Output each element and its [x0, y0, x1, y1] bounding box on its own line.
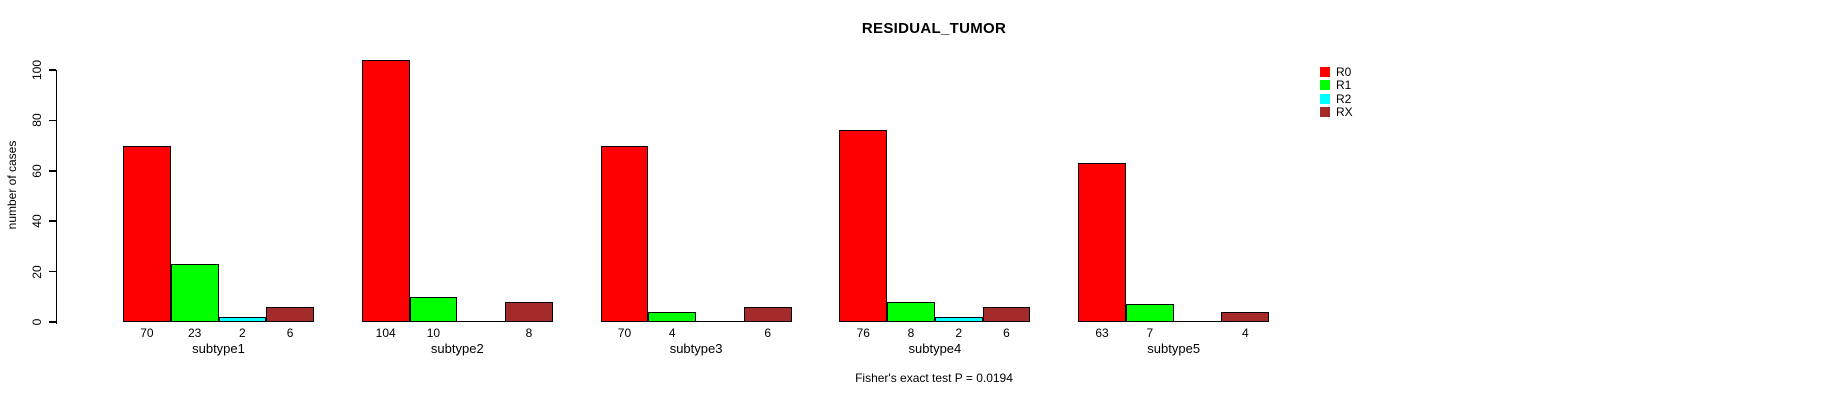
bar-value-label: 4 [1241, 326, 1249, 340]
bar-value-label: 8 [907, 326, 915, 340]
bar-rx-subtype5 [1221, 311, 1270, 322]
bar-r2-subtype1 [218, 316, 267, 322]
bar-zero-baseline [1173, 320, 1222, 322]
bar-r1-subtype4 [887, 301, 935, 322]
bar-value-label: 2 [955, 326, 963, 340]
legend-label-r1: R1 [1336, 78, 1352, 93]
y-axis-tick [48, 170, 56, 172]
y-axis-tick [48, 270, 56, 273]
legend-label-r2: R2 [1336, 91, 1352, 106]
legend-swatch-rx [1320, 106, 1330, 117]
x-category-label-subtype1: subtype1 [192, 341, 245, 356]
bar-value-label: 76 [856, 326, 870, 340]
bar-zero-baseline [457, 320, 506, 322]
bar-r0-subtype3 [600, 145, 649, 322]
bar-r0-subtype2 [361, 59, 410, 322]
x-category-label-subtype3: subtype3 [669, 341, 723, 356]
bar-zero-baseline [696, 320, 744, 322]
bar-value-label: 10 [426, 326, 441, 340]
bar-value-label: 6 [286, 326, 294, 340]
bar-value-label: 104 [375, 326, 396, 340]
bar-value-label: 63 [1095, 326, 1109, 340]
bar-rx-subtype3 [743, 306, 792, 322]
x-category-label-subtype5: subtype5 [1147, 341, 1201, 356]
bar-value-label: 4 [668, 326, 676, 340]
chart-title: RESIDUAL_TUMOR [861, 20, 1007, 37]
bar-rx-subtype4 [982, 306, 1031, 322]
bar-value-label: 70 [140, 326, 154, 340]
legend-swatch-r2 [1320, 93, 1330, 104]
bar-r0-subtype5 [1078, 163, 1126, 322]
x-category-label-subtype4: subtype4 [908, 341, 962, 356]
y-axis-tick [48, 321, 56, 323]
y-axis-tick [48, 220, 56, 222]
x-category-label-subtype2: subtype2 [430, 341, 484, 356]
bar-value-label: 23 [187, 326, 202, 340]
y-axis-tick [48, 119, 56, 122]
y-axis-tick [48, 69, 56, 71]
bar-value-label: 6 [1003, 326, 1010, 340]
bar-r2-subtype4 [934, 316, 983, 322]
fisher-test-annotation: Fisher's exact test P = 0.0194 [855, 371, 1013, 385]
bar-value-label: 2 [239, 326, 246, 340]
legend-swatch-r1 [1320, 80, 1330, 91]
bar-r1-subtype3 [648, 311, 697, 322]
legend-label-rx: RX [1336, 104, 1353, 119]
y-axis-line [55, 70, 57, 324]
bar-value-label: 70 [617, 326, 632, 340]
bar-r1-subtype2 [409, 296, 458, 322]
bar-r1-subtype5 [1125, 304, 1174, 322]
bar-r1-subtype1 [170, 264, 219, 322]
bar-value-label: 8 [525, 326, 533, 340]
bar-value-label: 7 [1146, 326, 1154, 340]
legend-swatch-r0 [1320, 67, 1330, 77]
legend-label-r0: R0 [1336, 65, 1352, 79]
bar-value-label: 6 [764, 326, 772, 340]
bar-rx-subtype2 [505, 301, 553, 322]
bar-rx-subtype1 [266, 306, 314, 322]
bar-r0-subtype1 [123, 145, 171, 322]
bar-r0-subtype4 [839, 130, 888, 322]
